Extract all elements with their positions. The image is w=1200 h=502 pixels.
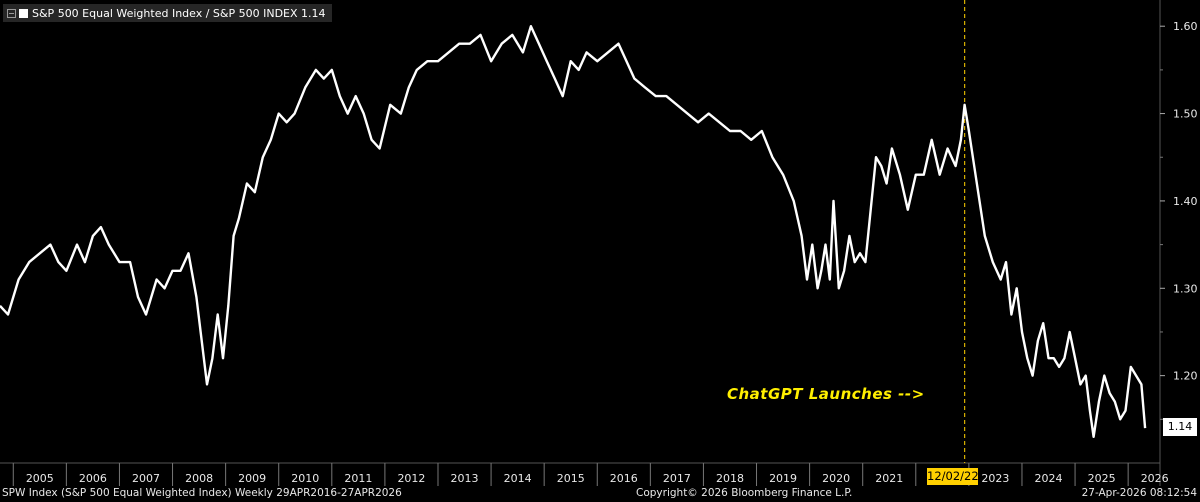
x-tick-label: 2014 bbox=[504, 472, 532, 485]
series-line-spw-spx-ratio bbox=[0, 25, 1147, 438]
date-marker-label: 12/02/22 bbox=[927, 468, 979, 485]
legend-swatch bbox=[19, 8, 28, 18]
x-tick-label: 2020 bbox=[822, 472, 850, 485]
box-minus-icon[interactable] bbox=[7, 8, 16, 18]
x-tick-label: 2026 bbox=[1141, 472, 1169, 485]
y-tick-label: 1.50 bbox=[1173, 108, 1198, 121]
x-tick-label: 2008 bbox=[185, 472, 213, 485]
x-tick-label: 2019 bbox=[769, 472, 797, 485]
x-tick-label: 2025 bbox=[1088, 472, 1116, 485]
x-tick-label: 2012 bbox=[397, 472, 425, 485]
x-tick-label: 2007 bbox=[132, 472, 160, 485]
x-tick-label: 2006 bbox=[79, 472, 107, 485]
y-axis: 1.20 1.30 1.40 1.50 1.60 bbox=[1159, 0, 1198, 486]
x-axis: 2005 2006 2007 2008 2009 2010 2011 2012 2013 2014… bbox=[0, 462, 1169, 486]
x-tick-label: 2011 bbox=[344, 472, 372, 485]
x-tick-label: 2017 bbox=[663, 472, 691, 485]
x-tick-label: 2010 bbox=[291, 472, 319, 485]
footer: SPW Index (S&P 500 Equal Weighted Index)… bbox=[0, 487, 1200, 502]
legend[interactable]: S&P 500 Equal Weighted Index / S&P 500 I… bbox=[3, 4, 332, 22]
x-tick-label: 2013 bbox=[451, 472, 479, 485]
x-tick-label: 2018 bbox=[716, 472, 744, 485]
x-tick-label: 2024 bbox=[1035, 472, 1063, 485]
x-tick-label: 2016 bbox=[610, 472, 638, 485]
x-tick-label: 2021 bbox=[875, 472, 903, 485]
chatgpt-annotation: ChatGPT Launches --> bbox=[727, 385, 925, 403]
y-tick-label: 1.30 bbox=[1173, 282, 1198, 295]
x-tick-label: 2005 bbox=[26, 472, 54, 485]
y-tick-label: 1.60 bbox=[1173, 20, 1198, 33]
legend-label: S&P 500 Equal Weighted Index / S&P 500 I… bbox=[32, 6, 326, 20]
footer-copyright: Copyright© 2026 Bloomberg Finance L.P. bbox=[636, 487, 853, 499]
x-tick-label: 2015 bbox=[557, 472, 585, 485]
y-tick-label: 1.20 bbox=[1173, 370, 1198, 383]
x-tick-label: 2023 bbox=[981, 472, 1009, 485]
footer-security-info: SPW Index (S&P 500 Equal Weighted Index)… bbox=[2, 487, 402, 499]
last-value-label: 1.14 bbox=[1163, 418, 1197, 436]
footer-timestamp: 27-Apr-2026 08:12:54 bbox=[1081, 487, 1197, 499]
y-tick-label: 1.40 bbox=[1173, 195, 1198, 208]
x-tick-label: 2009 bbox=[238, 472, 266, 485]
